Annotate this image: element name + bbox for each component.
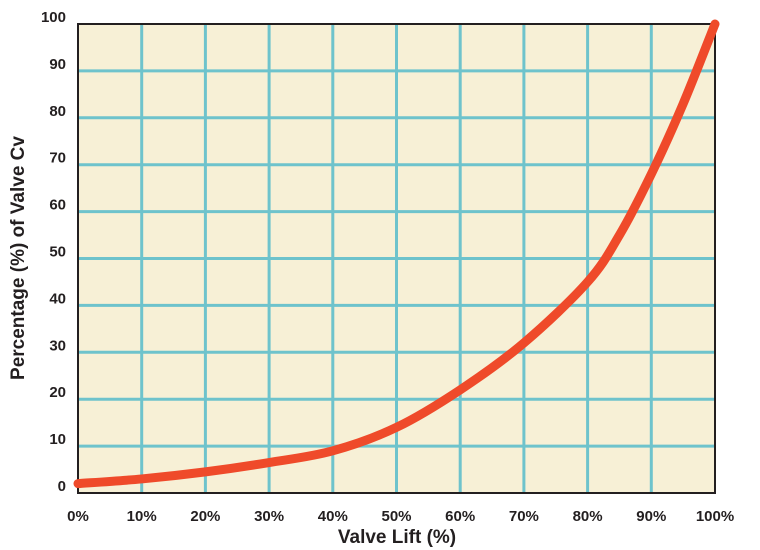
x-tick-label: 10% — [127, 508, 157, 525]
y-tick-label: 80 — [49, 103, 66, 120]
x-axis-title: Valve Lift (%) — [338, 527, 456, 548]
y-tick-label: 40 — [49, 290, 66, 307]
x-tick-label: 40% — [318, 508, 348, 525]
x-axis-ticks: 0% 10% 20% 30% 40% 50% 60% 70% 80% 90% 100% — [67, 508, 734, 525]
y-tick-label: 30 — [49, 337, 66, 354]
x-tick-label: 60% — [445, 508, 475, 525]
y-tick-label: 100 — [41, 9, 66, 26]
y-tick-label: 10 — [49, 431, 66, 448]
y-axis-title: Percentage (%) of Valve Cv — [8, 136, 29, 380]
x-tick-label: 100% — [696, 508, 734, 525]
x-tick-label: 90% — [636, 508, 666, 525]
x-tick-label: 70% — [509, 508, 539, 525]
x-tick-label: 50% — [381, 508, 411, 525]
series-line — [73, 19, 720, 489]
y-axis-ticks: 0 10 20 30 40 50 60 70 80 90 100 — [41, 9, 66, 495]
y-tick-label: 90 — [49, 56, 66, 73]
y-tick-label: 20 — [49, 384, 66, 401]
grid-lines — [78, 24, 715, 493]
y-tick-label: 0 — [58, 478, 66, 495]
x-tick-label: 20% — [190, 508, 220, 525]
plot-frame — [77, 23, 716, 494]
x-tick-label: 80% — [573, 508, 603, 525]
x-tick-label: 0% — [67, 508, 89, 525]
y-tick-label: 50 — [49, 244, 66, 261]
x-tick-label: 30% — [254, 508, 284, 525]
y-tick-label: 60 — [49, 197, 66, 214]
series-layer — [73, 19, 720, 489]
y-tick-label: 70 — [49, 150, 66, 167]
